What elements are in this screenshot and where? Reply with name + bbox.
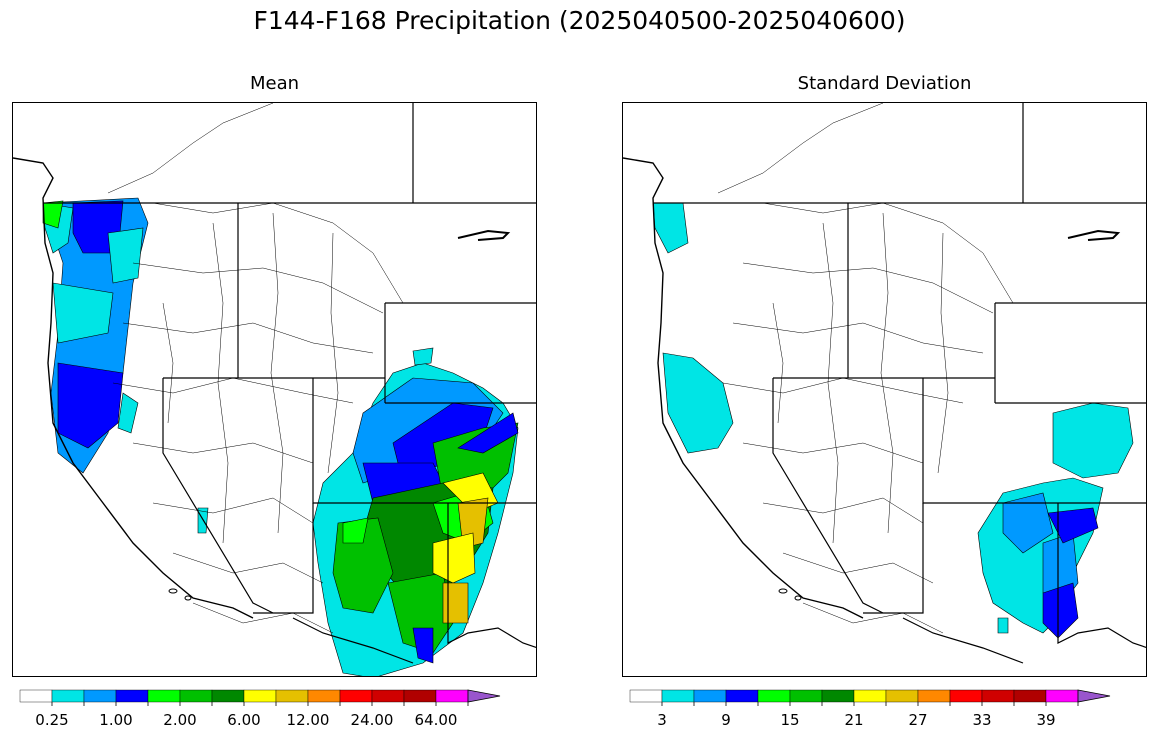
colorbar-tick-label: 12.00	[286, 711, 330, 729]
colorbar-tick-label: 2.00	[163, 711, 197, 729]
colorbar-swatch	[853, 689, 887, 703]
colorbar-swatch	[115, 689, 149, 703]
colorbar-swatch	[147, 689, 181, 703]
colorbar-swatch	[1045, 689, 1079, 703]
mean-subtitle: Mean	[249, 73, 300, 94]
colorbar-swatch	[821, 689, 855, 703]
colorbar-swatch	[981, 689, 1015, 703]
colorbar-swatch	[885, 689, 919, 703]
colorbar-swatch	[789, 689, 823, 703]
colorbar-svg	[629, 689, 1111, 706]
mean-map	[12, 102, 537, 677]
colorbar-swatch	[243, 689, 277, 703]
colorbar-tick-label: 39	[1036, 711, 1056, 729]
colorbar-swatch	[275, 689, 309, 703]
colorbar-swatch	[51, 689, 85, 703]
colorbar-tick-label: 24.00	[350, 711, 394, 729]
colorbar-swatch	[307, 689, 341, 703]
colorbar-swatch	[693, 689, 727, 703]
colorbar-extend-arrow	[1077, 689, 1111, 703]
colorbar-swatch	[757, 689, 791, 703]
colorbar-tick-label: 3	[657, 711, 667, 729]
colorbar-swatch	[179, 689, 213, 703]
colorbar-swatch	[403, 689, 437, 703]
colorbar-swatch	[83, 689, 117, 703]
colorbar-svg	[19, 689, 501, 706]
colorbar-tick-label: 0.25	[35, 711, 69, 729]
colorbar-swatch	[19, 689, 53, 703]
colorbar-tick-label: 15	[780, 711, 800, 729]
colorbar-tick-label: 64.00	[414, 711, 458, 729]
colorbar-swatch	[339, 689, 373, 703]
mean-colorbar	[19, 689, 530, 706]
stddev-subtitle: Standard Deviation	[797, 73, 972, 94]
colorbar-extend-arrow	[467, 689, 501, 703]
figure-title: F144-F168 Precipitation (2025040500-2025…	[253, 6, 906, 35]
colorbar-swatch	[917, 689, 951, 703]
colorbar-swatch	[949, 689, 983, 703]
colorbar-swatch	[1013, 689, 1047, 703]
colorbar-swatch	[725, 689, 759, 703]
colorbar-tick-label: 27	[908, 711, 928, 729]
colorbar-swatch	[661, 689, 695, 703]
colorbar-tick-label: 33	[972, 711, 992, 729]
stddev-colorbar	[629, 689, 1140, 706]
colorbar-tick-label: 21	[844, 711, 864, 729]
colorbar-swatch	[629, 689, 663, 703]
colorbar-tick-label: 9	[721, 711, 731, 729]
colorbar-tick-label: 6.00	[227, 711, 261, 729]
stddev-map	[622, 102, 1147, 677]
colorbar-swatch	[435, 689, 469, 703]
colorbar-swatch	[211, 689, 245, 703]
colorbar-swatch	[371, 689, 405, 703]
colorbar-tick-label: 1.00	[99, 711, 133, 729]
